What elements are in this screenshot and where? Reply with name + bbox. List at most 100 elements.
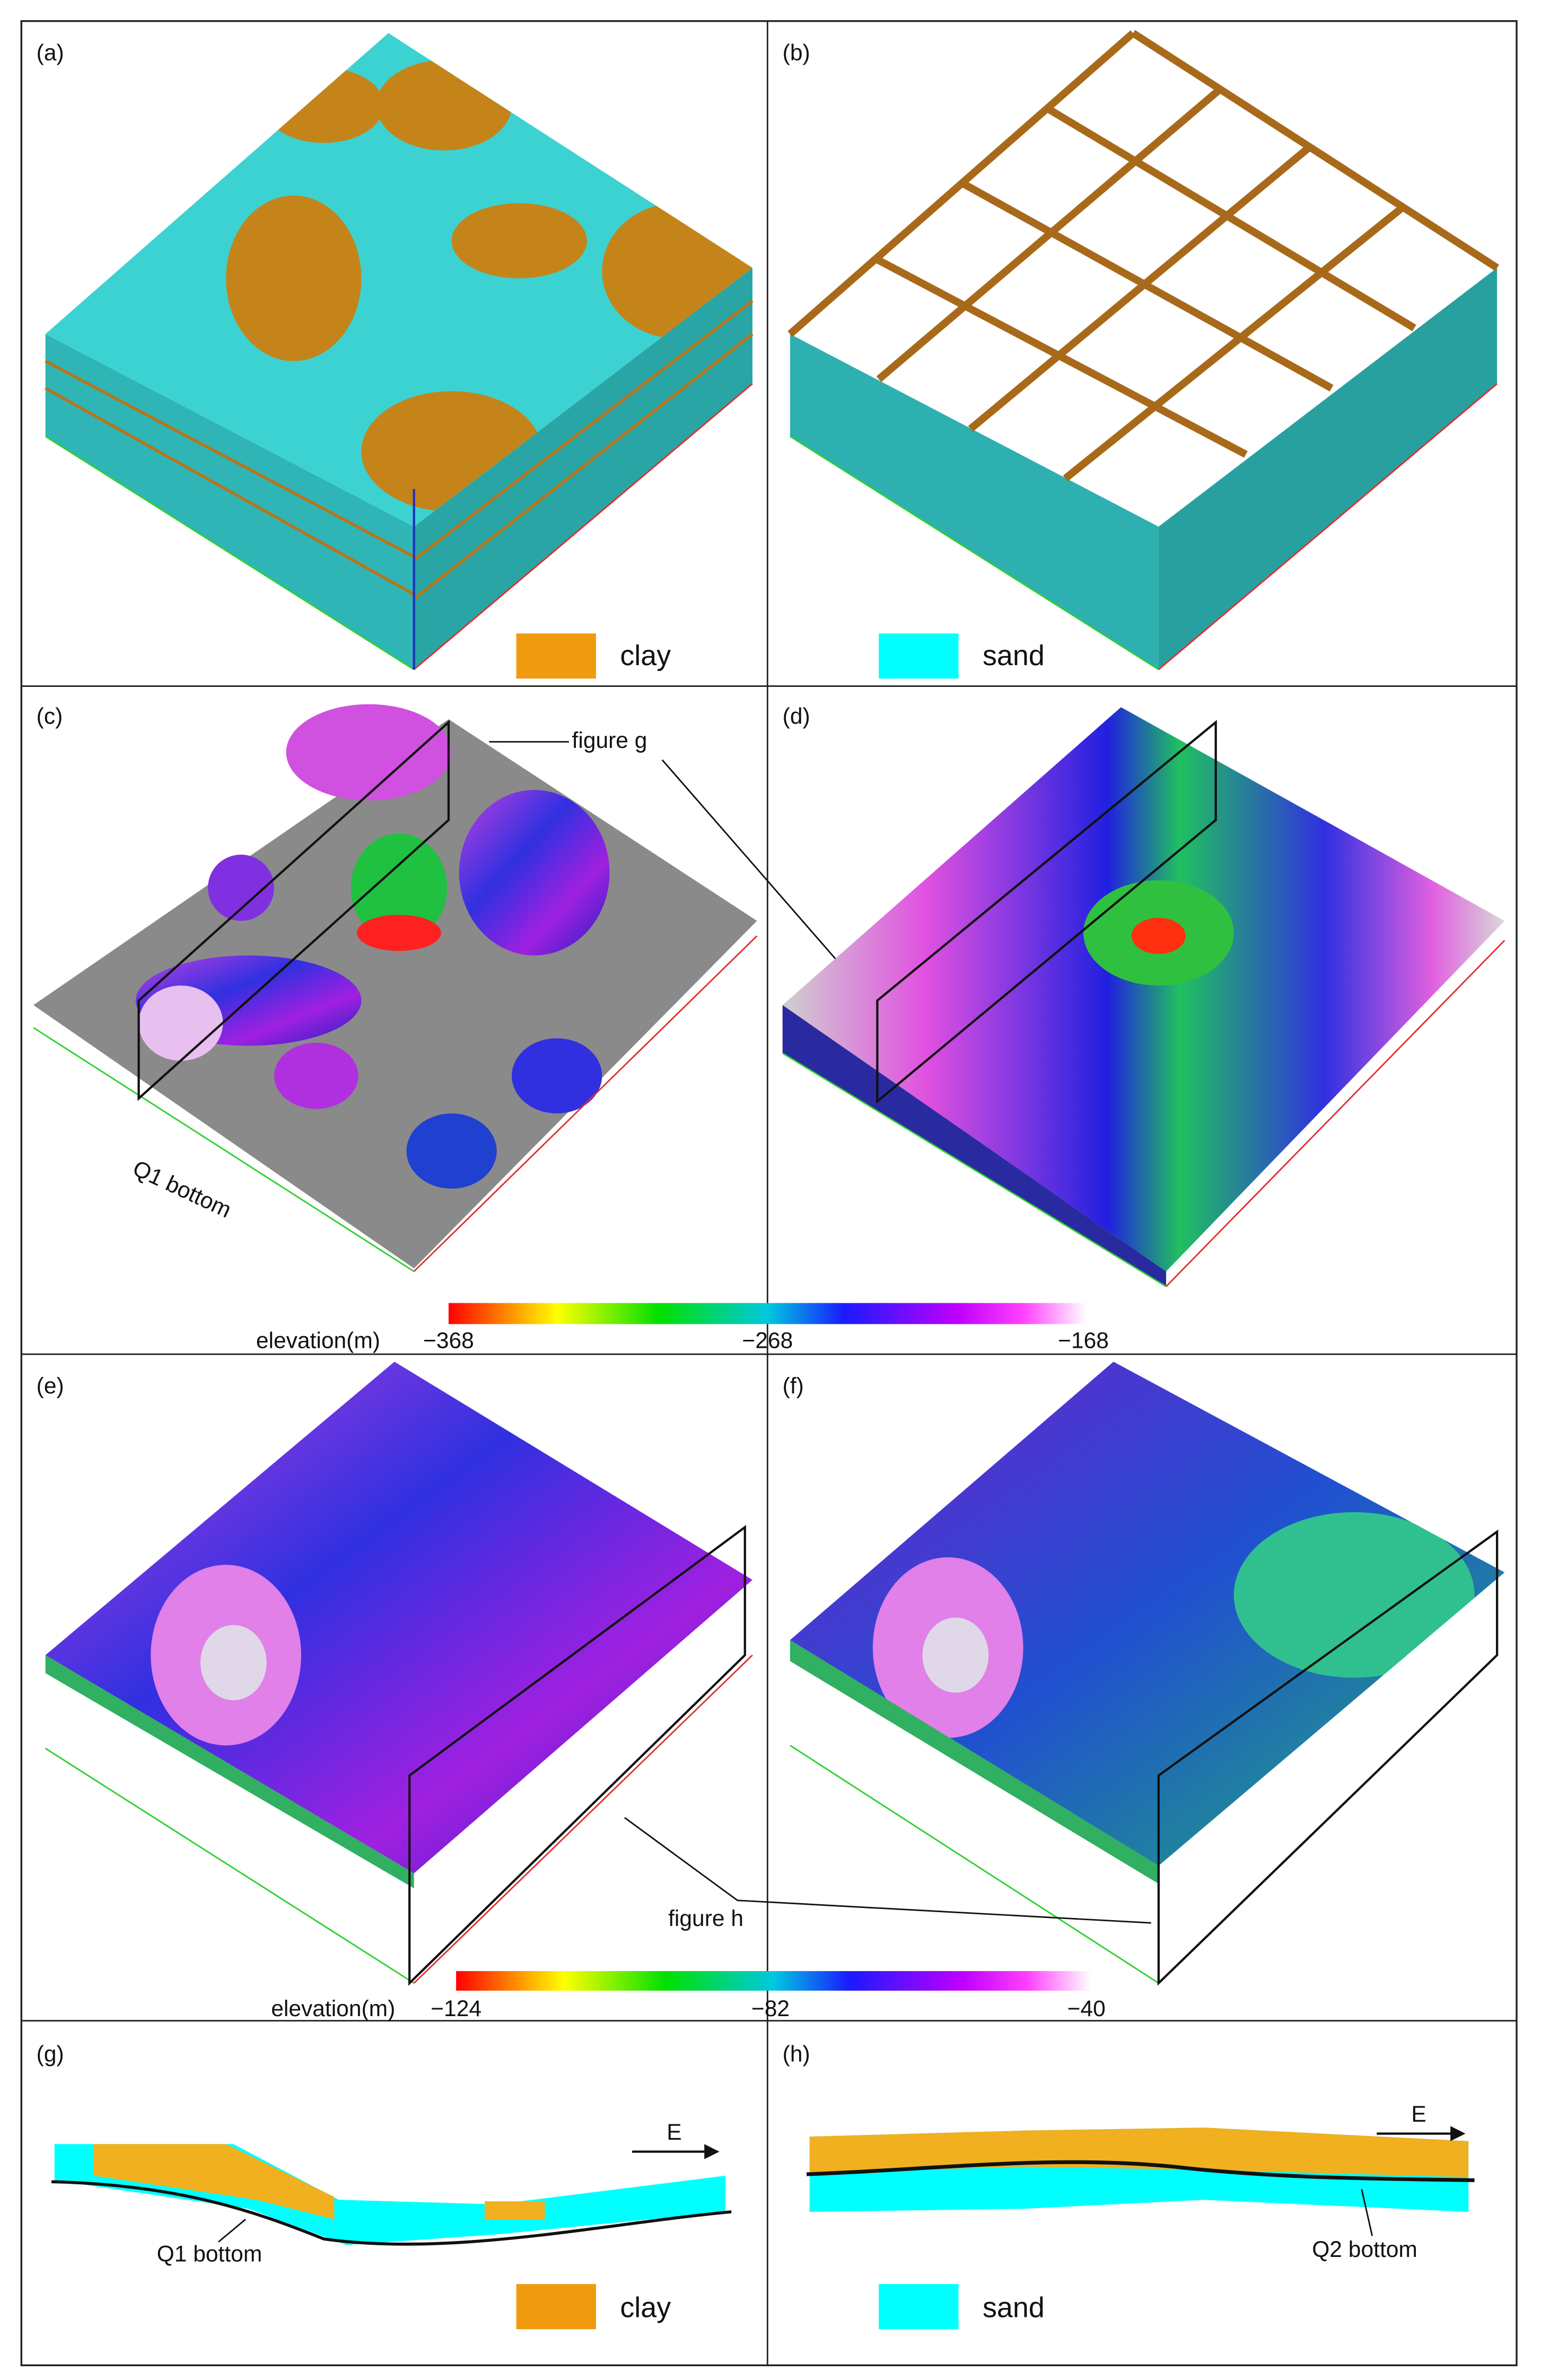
axis-line	[1158, 383, 1498, 670]
arrowhead	[704, 2144, 720, 2159]
wall	[1045, 105, 1416, 332]
colorbar-tick: −268	[742, 1328, 793, 1354]
section-frame	[876, 720, 1217, 1104]
sand-body	[274, 1042, 358, 1109]
panel-label: (d)	[783, 703, 810, 729]
surface-patches	[872, 1512, 1475, 1738]
colorbar-tick: −168	[1058, 1328, 1109, 1354]
axis-line	[790, 435, 1159, 670]
section-frame	[408, 1525, 746, 1986]
axis-line	[1166, 939, 1505, 1287]
section-frame	[137, 719, 450, 1101]
axis-line	[45, 435, 415, 670]
colorbar-title: elevation(m)	[256, 1328, 380, 1354]
block-side	[45, 334, 414, 670]
wall	[874, 255, 1248, 458]
legend-swatch	[516, 633, 596, 679]
block-side	[414, 267, 752, 670]
clay-layer	[45, 360, 415, 559]
clay-section	[93, 2144, 335, 2220]
colorbar	[456, 1971, 1091, 1991]
axis-line	[413, 1654, 753, 1984]
legend-label: clay	[620, 640, 671, 672]
sand-body	[208, 855, 274, 921]
annotation: Q1 bottom	[129, 1155, 235, 1223]
sand-body	[459, 790, 610, 956]
panel-label: (a)	[37, 40, 64, 65]
clay-patch	[226, 195, 362, 361]
surface-patch	[1233, 1512, 1475, 1678]
surface-patch	[1131, 918, 1186, 954]
wall	[968, 144, 1312, 432]
wall	[961, 180, 1334, 392]
panel-label: (g)	[37, 2041, 64, 2067]
wall	[787, 30, 1136, 337]
surface-patch	[922, 1617, 989, 1693]
legend-label: sand	[983, 2292, 1045, 2324]
walls	[787, 30, 1499, 482]
clay-layer	[413, 300, 754, 561]
sand-body	[351, 833, 448, 942]
section-frame	[1157, 1529, 1499, 1986]
annotation: E	[667, 2120, 681, 2145]
block-side	[790, 1640, 1159, 1884]
annotation: figure g	[572, 728, 647, 753]
axis-line	[413, 935, 758, 1272]
clay-layer	[413, 333, 754, 600]
colorbar-tick: −40	[1067, 1996, 1106, 2021]
block-top	[790, 1362, 1505, 1866]
colorbar-tick: −124	[431, 1996, 481, 2021]
legend-swatch	[879, 633, 959, 679]
block-top	[782, 707, 1505, 1272]
outer-frame	[20, 20, 1518, 2367]
legend-swatch	[879, 2284, 959, 2330]
arrow	[624, 1817, 1151, 1924]
block-top	[45, 1362, 752, 1873]
arrowhead	[1450, 2126, 1466, 2141]
sand-body	[138, 986, 223, 1061]
colorbar-tick: −368	[423, 1328, 474, 1354]
sand-body	[286, 704, 452, 801]
block-top	[45, 33, 752, 527]
clay-layer	[45, 387, 415, 596]
legend-label: clay	[620, 2292, 671, 2324]
annotation: Q1 bottom	[157, 2242, 262, 2267]
arrow	[1361, 2189, 1373, 2236]
clay-patch	[451, 203, 587, 278]
axis-line	[413, 383, 753, 670]
panel-label: (b)	[783, 40, 810, 65]
sand-body	[512, 1038, 602, 1114]
colorbar-title: elevation(m)	[271, 1996, 395, 2021]
axis-line	[790, 1745, 1159, 1984]
colorbar	[448, 1303, 1087, 1324]
boundary-line	[806, 2160, 1475, 2182]
colorbar-tick: −82	[751, 1996, 790, 2021]
clay-patch	[264, 67, 384, 143]
wall	[1063, 204, 1405, 482]
legend-swatch	[516, 2284, 596, 2330]
clay-section	[485, 2201, 545, 2220]
boundary-line	[51, 2180, 732, 2246]
surface-patch	[200, 1625, 267, 1701]
legend-label: sand	[983, 640, 1045, 672]
annotation: Q2 bottom	[1312, 2237, 1417, 2262]
arrow	[661, 759, 866, 994]
axis-line	[782, 1052, 1167, 1287]
panel-label: (e)	[37, 1373, 64, 1399]
block-side	[1158, 267, 1498, 670]
clay-layers	[45, 300, 754, 600]
block-side	[45, 1655, 414, 1889]
annotation: E	[1411, 2102, 1426, 2127]
clay-patch	[376, 60, 512, 151]
axis-line	[33, 1027, 415, 1272]
sand-body	[406, 1113, 497, 1189]
panel-label: (c)	[37, 703, 63, 729]
arrow	[218, 2219, 246, 2243]
wall	[1131, 30, 1499, 271]
block-side	[790, 334, 1159, 670]
panel-label: (h)	[783, 2041, 810, 2067]
axis-line	[45, 1748, 415, 1984]
sand-body	[356, 914, 441, 951]
